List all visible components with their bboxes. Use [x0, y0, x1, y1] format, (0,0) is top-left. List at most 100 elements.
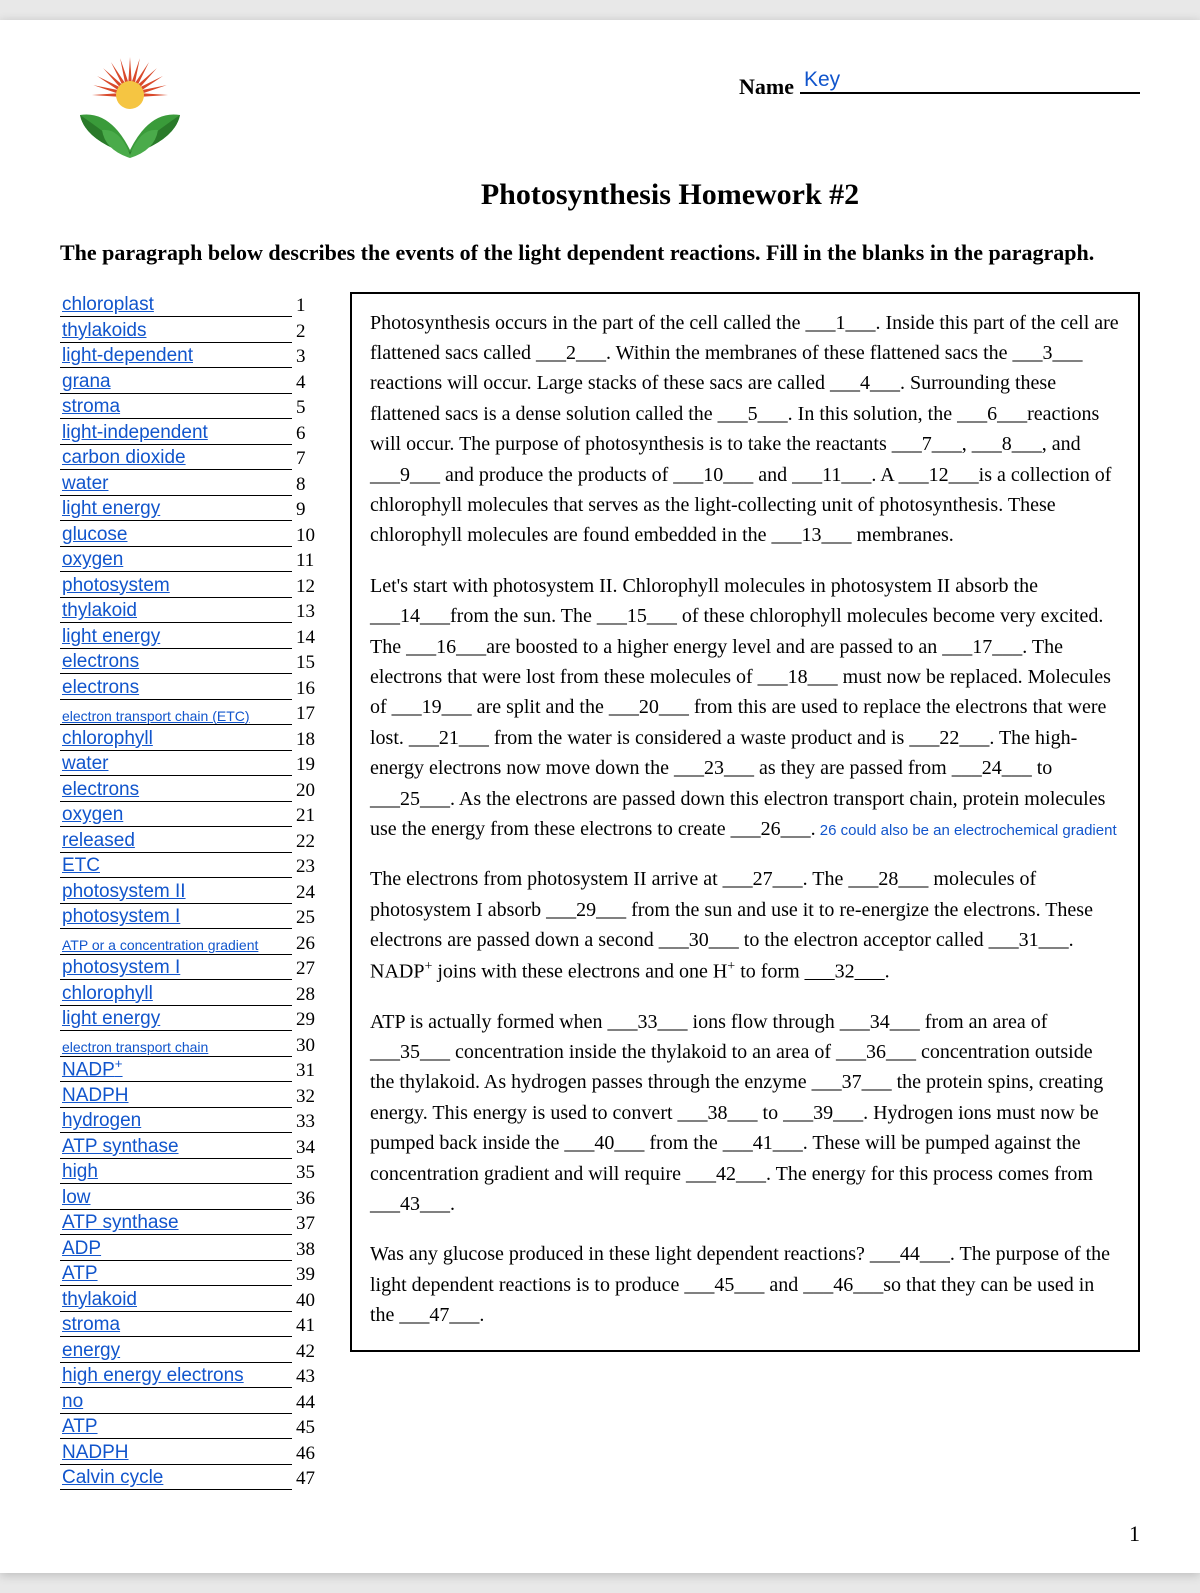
answer-number: 16 — [292, 679, 320, 700]
answer-row: carbon dioxide7 — [60, 445, 320, 471]
answer-row: high35 — [60, 1159, 320, 1185]
answer-text: energy — [60, 1341, 292, 1363]
answer-number: 8 — [292, 475, 320, 496]
header-row: Name Key — [60, 50, 1140, 170]
name-line: Key — [800, 92, 1140, 94]
answer-number: 14 — [292, 628, 320, 649]
name-field: Name Key — [739, 74, 1140, 100]
answer-text: ETC — [60, 856, 292, 878]
answer-text: carbon dioxide — [60, 448, 292, 470]
answer-text: grana — [60, 372, 292, 394]
answer-row: oxygen21 — [60, 802, 320, 828]
answer-text: electron transport chain — [60, 1040, 292, 1056]
answer-row: ADP38 — [60, 1235, 320, 1261]
answer-row: thylakoid40 — [60, 1286, 320, 1312]
answer-number: 39 — [292, 1265, 320, 1286]
answer-text: electrons — [60, 678, 292, 700]
answer-text: thylakoid — [60, 601, 292, 623]
answer-number: 18 — [292, 730, 320, 751]
answer-number: 40 — [292, 1291, 320, 1312]
answer-row: ETC23 — [60, 853, 320, 879]
answer-text: low — [60, 1188, 292, 1210]
answer-row: light-independent6 — [60, 419, 320, 445]
answer-row: oxygen11 — [60, 547, 320, 573]
answer-row: electron transport chain30 — [60, 1031, 320, 1057]
answer-number: 47 — [292, 1469, 320, 1490]
answer-text: high — [60, 1162, 292, 1184]
answer-row: photosystem12 — [60, 572, 320, 598]
answer-row: water8 — [60, 470, 320, 496]
answer-text: NADPH — [60, 1443, 292, 1465]
instructions: The paragraph below describes the events… — [60, 238, 1140, 268]
answer-text: photosystem II — [60, 882, 292, 904]
answer-number: 45 — [292, 1418, 320, 1439]
answer-text: light-independent — [60, 423, 292, 445]
name-label: Name — [739, 74, 794, 100]
answer-number: 30 — [292, 1036, 320, 1057]
answer-text: stroma — [60, 1315, 292, 1337]
answer-text: released — [60, 831, 292, 853]
name-value: Key — [804, 68, 840, 92]
answer-text: thylakoids — [60, 321, 292, 343]
answer-text: light-dependent — [60, 346, 292, 368]
answer-number: 4 — [292, 373, 320, 394]
answer-number: 28 — [292, 985, 320, 1006]
answer-number: 32 — [292, 1087, 320, 1108]
answer-number: 13 — [292, 602, 320, 623]
answer-number: 3 — [292, 347, 320, 368]
answer-row: low36 — [60, 1184, 320, 1210]
answer-row: electrons20 — [60, 776, 320, 802]
answer-text: chlorophyll — [60, 984, 292, 1006]
answer-number: 42 — [292, 1342, 320, 1363]
answer-number: 36 — [292, 1189, 320, 1210]
answer-row: Calvin cycle47 — [60, 1465, 320, 1491]
answer-text: electrons — [60, 652, 292, 674]
answer-number: 12 — [292, 577, 320, 598]
passage-p3: The electrons from photosystem II arrive… — [370, 864, 1120, 986]
passage-p1: Photosynthesis occurs in the part of the… — [370, 308, 1120, 551]
answer-row: chlorophyll18 — [60, 725, 320, 751]
answer-number: 26 — [292, 934, 320, 955]
answer-row: ATP45 — [60, 1414, 320, 1440]
answer-number: 1 — [292, 296, 320, 317]
answer-row: light-dependent3 — [60, 343, 320, 369]
answer-text: ADP — [60, 1239, 292, 1261]
content-row: chloroplast1thylakoids2light-dependent3g… — [60, 292, 1140, 1491]
answer-number: 29 — [292, 1010, 320, 1031]
answer-row: ATP39 — [60, 1261, 320, 1287]
answer-row: chloroplast1 — [60, 292, 320, 318]
answer-number: 23 — [292, 857, 320, 878]
answer-text: chlorophyll — [60, 729, 292, 751]
answer-number: 9 — [292, 500, 320, 521]
answer-number: 22 — [292, 832, 320, 853]
answer-row: water19 — [60, 751, 320, 777]
page-title: Photosynthesis Homework #2 — [200, 178, 1140, 212]
passage-box: Photosynthesis occurs in the part of the… — [350, 292, 1140, 1353]
answer-text: oxygen — [60, 805, 292, 827]
answer-row: high energy electrons43 — [60, 1363, 320, 1389]
answer-row: ATP or a concentration gradient26 — [60, 929, 320, 955]
answer-text: high energy electrons — [60, 1366, 292, 1388]
answer-number: 10 — [292, 526, 320, 547]
answer-row: thylakoids2 — [60, 317, 320, 343]
answer-text: light energy — [60, 1009, 292, 1031]
answer-text: water — [60, 474, 292, 496]
answer-text: light energy — [60, 499, 292, 521]
answer-text: electrons — [60, 780, 292, 802]
page-number: 1 — [1129, 1521, 1140, 1547]
answer-row: electrons15 — [60, 649, 320, 675]
answer-number: 43 — [292, 1367, 320, 1388]
answer-row: electrons16 — [60, 674, 320, 700]
answer-row: NADP+31 — [60, 1057, 320, 1083]
answer-number: 24 — [292, 883, 320, 904]
answer-number: 44 — [292, 1393, 320, 1414]
answer-number: 6 — [292, 424, 320, 445]
answer-number: 7 — [292, 449, 320, 470]
answer-row: photosystem I25 — [60, 904, 320, 930]
answer-number: 34 — [292, 1138, 320, 1159]
passage-p2: Let's start with photosystem II. Chlorop… — [370, 571, 1120, 845]
answer-text: ATP or a concentration gradient — [60, 938, 292, 954]
answer-number: 33 — [292, 1112, 320, 1133]
answer-text: NADPH — [60, 1086, 292, 1108]
answer-row: energy42 — [60, 1337, 320, 1363]
